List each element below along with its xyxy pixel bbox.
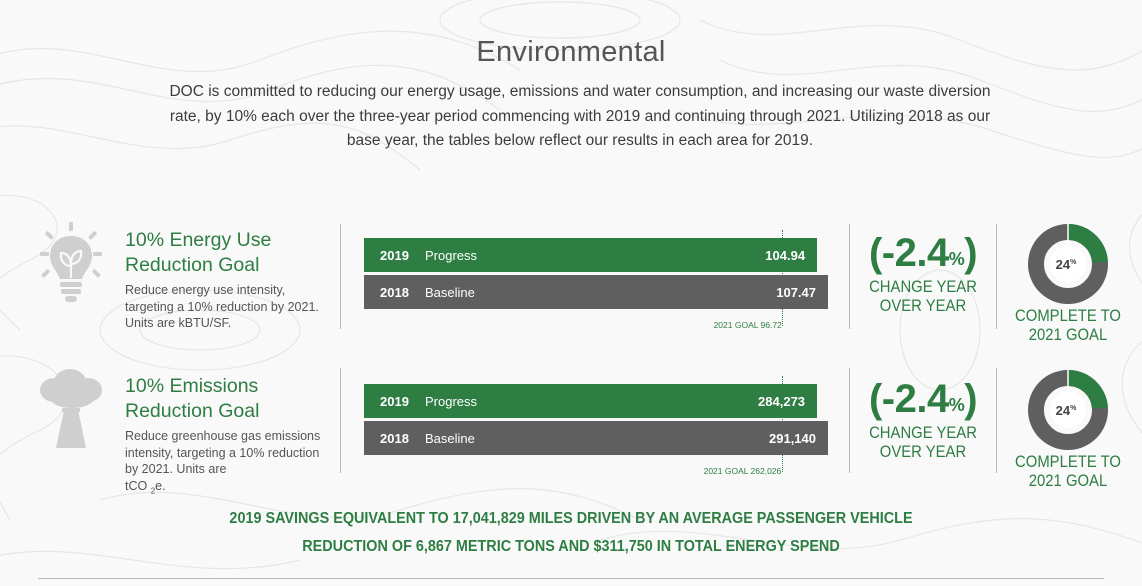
lightbulb-leaf-icon bbox=[40, 222, 102, 302]
energy-goal-description: Reduce energy use intensity, targeting a… bbox=[125, 283, 319, 330]
divider bbox=[996, 368, 997, 473]
energy-bar-chart: 2019 Progress 104.94 2018 Baseline 107.4… bbox=[364, 230, 828, 333]
bottom-divider bbox=[38, 578, 1104, 579]
divider bbox=[849, 224, 850, 329]
change-year-over-year: (-2.4%) CHANGE YEAR OVER YEAR bbox=[858, 230, 988, 316]
emissions-goal-title: 10% Emissions Reduction Goal bbox=[125, 375, 260, 422]
emissions-goal-section: 10% Emissions Reduction Goal Reduce gree… bbox=[0, 368, 1142, 508]
intro-paragraph: DOC is committed to reducing our energy … bbox=[169, 83, 991, 149]
change-year-over-year: (-2.4%) CHANGE YEAR OVER YEAR bbox=[858, 376, 988, 462]
change-percent: (-2.4%) bbox=[868, 377, 978, 421]
divider bbox=[996, 224, 997, 329]
divider bbox=[849, 368, 850, 473]
energy-goal-title: 10% Energy Use Reduction Goal bbox=[125, 229, 272, 276]
savings-line-1: 2019 SAVINGS EQUIVALENT TO 17,041,829 MI… bbox=[229, 510, 913, 527]
complete-label: COMPLETE TO 2021 GOAL bbox=[1015, 453, 1121, 490]
page-title: Environmental bbox=[476, 36, 666, 68]
energy-goal-section: 10% Energy Use Reduction Goal Reduce ene… bbox=[0, 222, 1142, 362]
change-label: CHANGE YEAR OVER YEAR bbox=[869, 278, 977, 315]
bar-value: 104.94 bbox=[765, 248, 806, 263]
goal-label: 2021 GOAL 262,026 bbox=[703, 466, 782, 476]
bar-value: 284,273 bbox=[758, 394, 806, 409]
divider bbox=[340, 368, 341, 473]
baseline-bar: 2018 Baseline 291,140 bbox=[364, 421, 828, 455]
bar-label: Progress bbox=[425, 394, 478, 409]
smokestack-icon bbox=[40, 369, 102, 448]
progress-bar: 2019 Progress 104.94 bbox=[364, 238, 818, 272]
savings-line-2: REDUCTION OF 6,867 METRIC TONS AND $311,… bbox=[302, 538, 840, 555]
bar-year: 2018 bbox=[380, 285, 409, 300]
bar-label: Progress bbox=[425, 248, 478, 263]
bar-year: 2019 bbox=[380, 394, 409, 409]
completion-donut: 24% bbox=[1028, 224, 1108, 304]
bar-label: Baseline bbox=[425, 431, 475, 446]
bar-label: Baseline bbox=[425, 285, 475, 300]
bar-value: 107.47 bbox=[776, 285, 816, 300]
donut-value: 24% bbox=[1056, 257, 1077, 272]
emissions-bar-chart: 2019 Progress 284,273 2018 Baseline 291,… bbox=[364, 376, 828, 479]
goal-label: 2021 GOAL 96.72 bbox=[713, 320, 782, 330]
completion-donut: 24% bbox=[1028, 370, 1108, 450]
bar-year: 2019 bbox=[380, 248, 409, 263]
change-label: CHANGE YEAR OVER YEAR bbox=[869, 424, 977, 461]
divider bbox=[340, 224, 341, 329]
baseline-bar: 2018 Baseline 107.47 bbox=[364, 275, 828, 309]
complete-label: COMPLETE TO 2021 GOAL bbox=[1015, 307, 1121, 344]
bar-year: 2018 bbox=[380, 431, 409, 446]
emissions-goal-description: Reduce greenhouse gas emissions intensit… bbox=[125, 429, 321, 495]
progress-bar: 2019 Progress 284,273 bbox=[364, 384, 818, 418]
donut-value: 24% bbox=[1056, 403, 1077, 418]
change-percent: (-2.4%) bbox=[868, 231, 978, 275]
bar-value: 291,140 bbox=[769, 431, 816, 446]
